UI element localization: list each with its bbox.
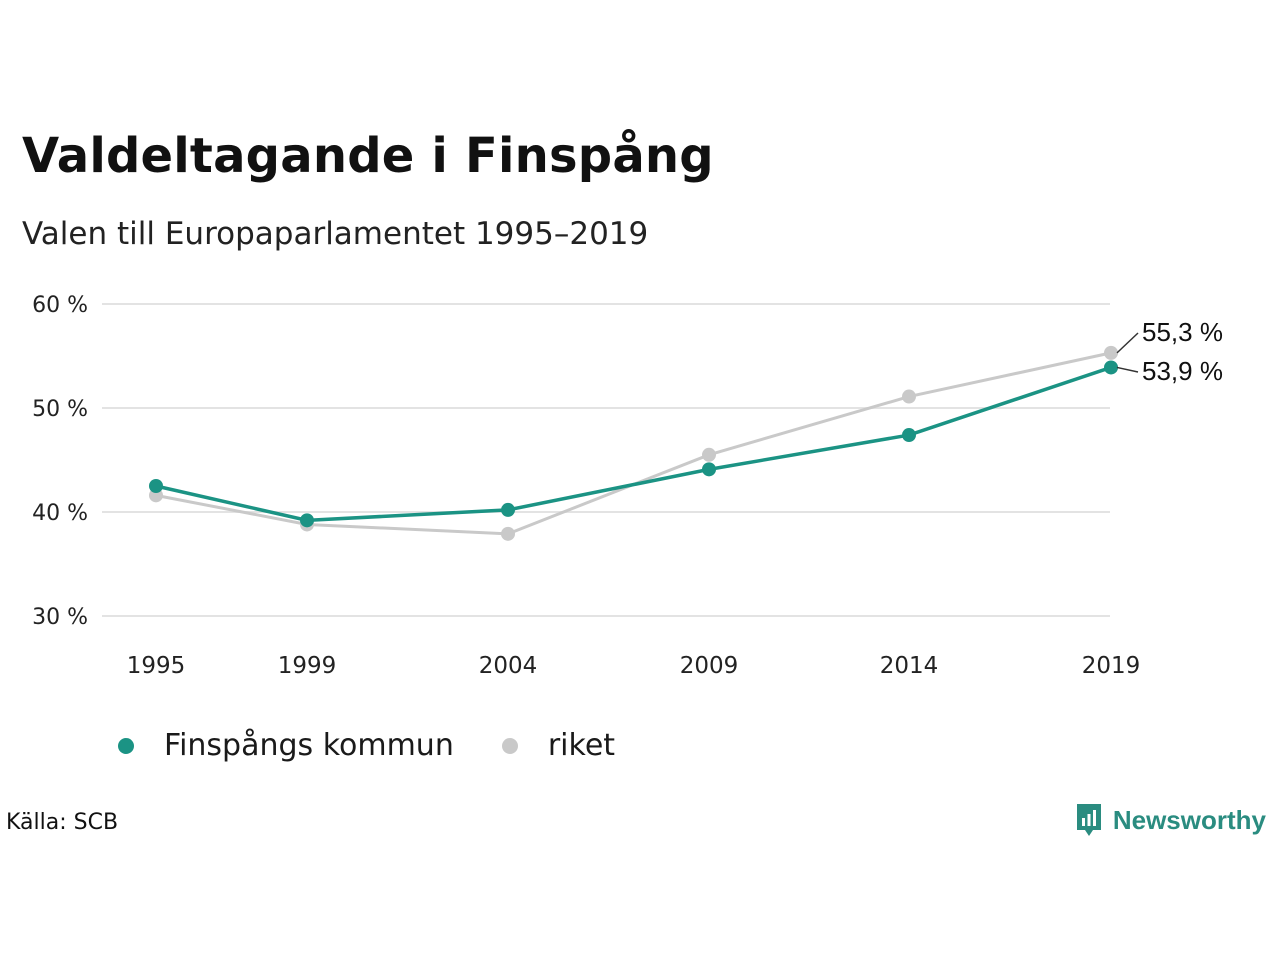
x-tick-label: 2019 [1082, 653, 1141, 679]
x-tick-label: 1999 [278, 653, 337, 679]
series-line-riket [155, 351, 1112, 536]
x-tick-label: 2004 [479, 653, 538, 679]
end-label-leader [1116, 366, 1139, 373]
x-tick-label: 2009 [680, 653, 739, 679]
source-note: Källa: SCB [6, 810, 119, 835]
brand-logo: Newsworthy [1075, 802, 1266, 838]
y-tick-label: 30 % [32, 605, 88, 630]
y-tick-label: 50 % [32, 397, 88, 422]
chart-subtitle: Valen till Europaparlamentet 1995–2019 [22, 216, 649, 252]
end-label-leader [1116, 332, 1139, 354]
data-point-kommun [1104, 360, 1118, 375]
data-point-kommun [501, 502, 515, 517]
series-line-kommun [155, 365, 1112, 523]
data-point-kommun [149, 479, 163, 493]
end-label-kommun: 53,9 % [1142, 356, 1223, 386]
data-point-kommun [300, 513, 314, 528]
legend-swatch-riket [501, 737, 518, 754]
data-point-kommun [902, 428, 916, 443]
legend-label-riket: riket [547, 728, 616, 763]
data-point-riket [902, 389, 916, 404]
y-tick-label: 40 % [32, 501, 88, 526]
chart-title: Valdeltagande i Finspång [22, 128, 714, 184]
chart-legend: Finspångs kommun riket [110, 728, 655, 763]
newsworthy-logo-icon [1076, 804, 1101, 836]
data-point-riket [702, 447, 716, 462]
legend-swatch-kommun [118, 737, 134, 754]
brand-name: Newsworthy [1112, 804, 1266, 835]
data-point-riket [501, 526, 515, 541]
data-point-kommun [702, 462, 716, 477]
y-tick-label: 60 % [32, 293, 88, 318]
x-tick-label: 1995 [127, 653, 186, 679]
line-chart: 30 % 40 % 50 % 60 % 1995 1999 2004 2009 2014 201… [32, 293, 1223, 679]
legend-label-kommun: Finspångs kommun [164, 728, 454, 763]
end-label-riket: 55,3 % [1142, 317, 1223, 347]
legend-item-kommun: Finspångs kommun [110, 728, 454, 763]
data-point-riket [1104, 345, 1118, 360]
x-tick-label: 2014 [880, 653, 939, 679]
legend-item-riket: riket [494, 728, 615, 763]
